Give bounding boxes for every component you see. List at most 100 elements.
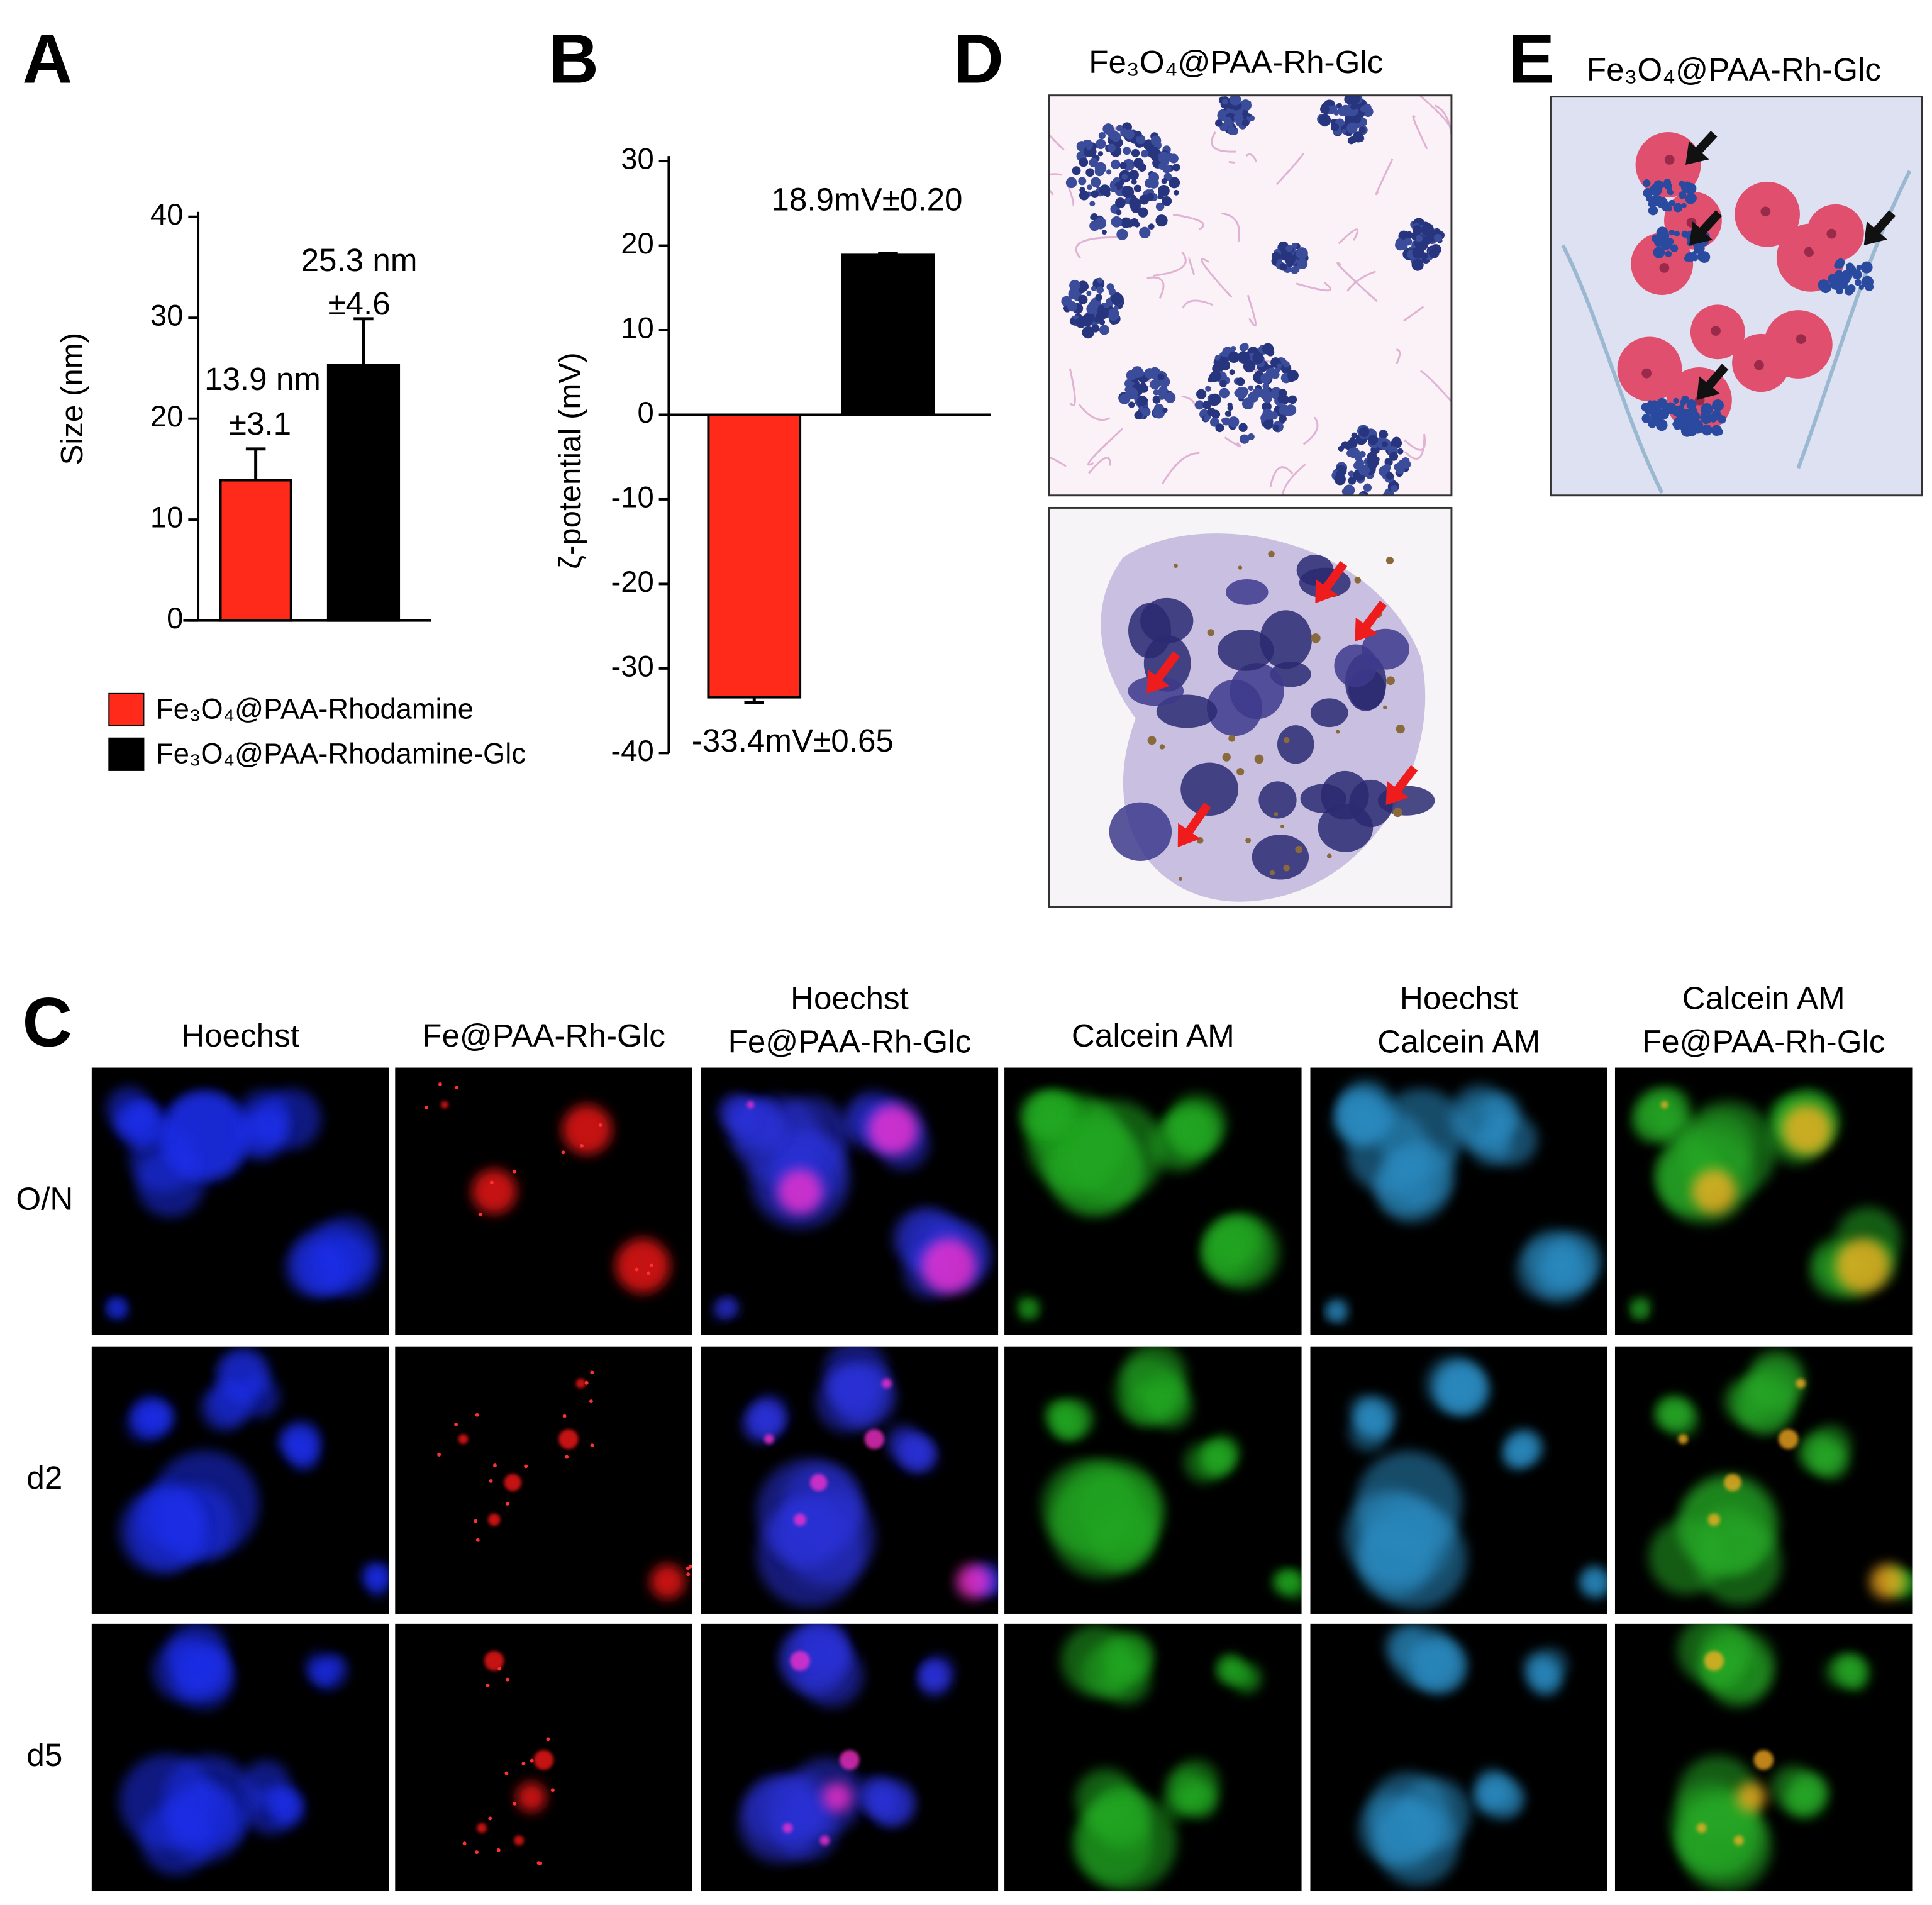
stained-particle bbox=[1126, 370, 1137, 380]
stained-particle bbox=[1352, 131, 1364, 143]
particle-signal bbox=[438, 1082, 442, 1086]
tissue-fiber bbox=[1201, 258, 1233, 298]
fluorescence-image bbox=[395, 1346, 692, 1614]
particle-signal bbox=[513, 1801, 517, 1806]
stained-particle bbox=[1265, 367, 1277, 379]
stained-particle bbox=[1433, 228, 1441, 236]
cell-signal bbox=[106, 1086, 152, 1132]
stained-particle bbox=[1240, 434, 1250, 444]
iron-stain bbox=[1670, 244, 1679, 252]
stained-particle bbox=[1352, 114, 1362, 124]
legend-swatch bbox=[108, 737, 145, 771]
iron-deposit bbox=[1283, 736, 1290, 743]
row-label: d5 bbox=[26, 1737, 62, 1773]
stained-particle bbox=[1297, 258, 1308, 269]
particle-signal bbox=[777, 1169, 823, 1214]
cell-nucleus bbox=[1277, 725, 1314, 764]
stained-particle bbox=[1205, 386, 1211, 392]
iron-deposit bbox=[1207, 629, 1214, 636]
particle-signal bbox=[1691, 1169, 1736, 1214]
iron-deposit bbox=[1268, 550, 1275, 558]
stained-particle bbox=[1242, 111, 1249, 118]
stained-particle bbox=[1363, 103, 1372, 113]
stained-particle bbox=[1219, 356, 1229, 366]
stained-particle bbox=[1241, 343, 1249, 351]
arrow-head bbox=[1315, 579, 1338, 604]
stained-particle bbox=[1148, 223, 1155, 230]
value-label: 13.9 nm bbox=[204, 361, 321, 397]
cell-signal bbox=[905, 1440, 933, 1467]
particle-signal bbox=[475, 1413, 479, 1417]
particle-signal bbox=[650, 1263, 653, 1267]
cell-nucleus bbox=[1296, 555, 1334, 586]
stained-particle bbox=[1351, 432, 1358, 439]
stained-particle bbox=[1111, 159, 1121, 169]
image-background bbox=[395, 1067, 692, 1335]
cell-signal bbox=[1408, 1636, 1466, 1694]
particle-signal bbox=[533, 1750, 554, 1770]
particle-signal bbox=[546, 1737, 550, 1741]
stained-particle bbox=[1243, 360, 1256, 373]
tissue-fiber bbox=[1302, 416, 1319, 445]
stained-particle bbox=[1089, 158, 1098, 167]
tissue-fiber bbox=[1078, 404, 1111, 421]
cell-signal bbox=[779, 1489, 875, 1586]
y-tick-label: -20 bbox=[611, 565, 653, 599]
iron-stain bbox=[1692, 254, 1698, 260]
stained-particle bbox=[1099, 325, 1109, 335]
fluorescence-image bbox=[91, 1067, 389, 1335]
legend-swatch bbox=[108, 692, 145, 727]
cell-signal bbox=[285, 1238, 345, 1297]
iron-stain bbox=[1686, 399, 1697, 410]
stained-particle bbox=[1111, 292, 1124, 305]
cell-signal bbox=[1483, 1094, 1521, 1132]
stained-particle bbox=[1397, 448, 1404, 455]
stained-particle bbox=[1341, 487, 1349, 496]
particle-signal bbox=[561, 1150, 565, 1155]
stained-particle bbox=[1098, 132, 1106, 140]
fluorescence-image bbox=[701, 1346, 999, 1614]
iron-stain bbox=[1652, 400, 1657, 406]
stained-particle bbox=[1094, 217, 1107, 230]
tissue-fiber bbox=[1412, 115, 1428, 150]
cell-signal bbox=[860, 1780, 892, 1811]
particle-signal bbox=[782, 1823, 793, 1833]
particle-signal bbox=[686, 1566, 690, 1570]
tissue-fiber bbox=[1146, 276, 1165, 299]
stained-particle bbox=[1259, 388, 1271, 400]
particle-signal bbox=[1835, 1238, 1890, 1293]
stained-particle bbox=[1065, 177, 1077, 189]
iron-deposit bbox=[1383, 705, 1387, 709]
stained-particle bbox=[1222, 417, 1231, 426]
iron-stain bbox=[1664, 182, 1672, 191]
stained-particle bbox=[1116, 125, 1123, 132]
image-background bbox=[395, 1346, 692, 1614]
micrograph bbox=[1048, 508, 1452, 907]
iron-stain bbox=[1687, 191, 1693, 197]
value-label: 18.9mV±0.20 bbox=[771, 182, 962, 218]
stained-particle bbox=[1086, 291, 1092, 296]
cell-signal bbox=[369, 1579, 387, 1597]
iron-stain bbox=[1643, 179, 1651, 187]
arrow-head bbox=[1863, 221, 1887, 245]
tissue-fiber bbox=[1296, 282, 1332, 292]
stained-particle bbox=[1263, 419, 1274, 430]
stained-particle bbox=[1358, 126, 1366, 133]
cell-signal bbox=[169, 1636, 228, 1695]
column-header: Hoechst bbox=[1400, 980, 1518, 1016]
particle-signal bbox=[635, 1267, 639, 1272]
tissue-fiber bbox=[1075, 236, 1118, 259]
cell-signal bbox=[119, 1488, 205, 1574]
stained-particle bbox=[1228, 416, 1240, 428]
cell-signal bbox=[108, 1302, 121, 1316]
iron-deposit bbox=[1392, 808, 1402, 818]
cell-signal bbox=[1655, 1404, 1681, 1430]
stained-particle bbox=[1138, 406, 1145, 412]
iron-stain bbox=[1679, 191, 1687, 199]
stained-particle bbox=[1233, 113, 1244, 123]
tissue-fiber bbox=[1087, 428, 1123, 466]
stained-particle bbox=[1138, 207, 1148, 218]
iron-stain bbox=[1643, 188, 1653, 198]
stained-particle bbox=[1072, 166, 1081, 175]
stained-particle bbox=[1348, 95, 1361, 104]
